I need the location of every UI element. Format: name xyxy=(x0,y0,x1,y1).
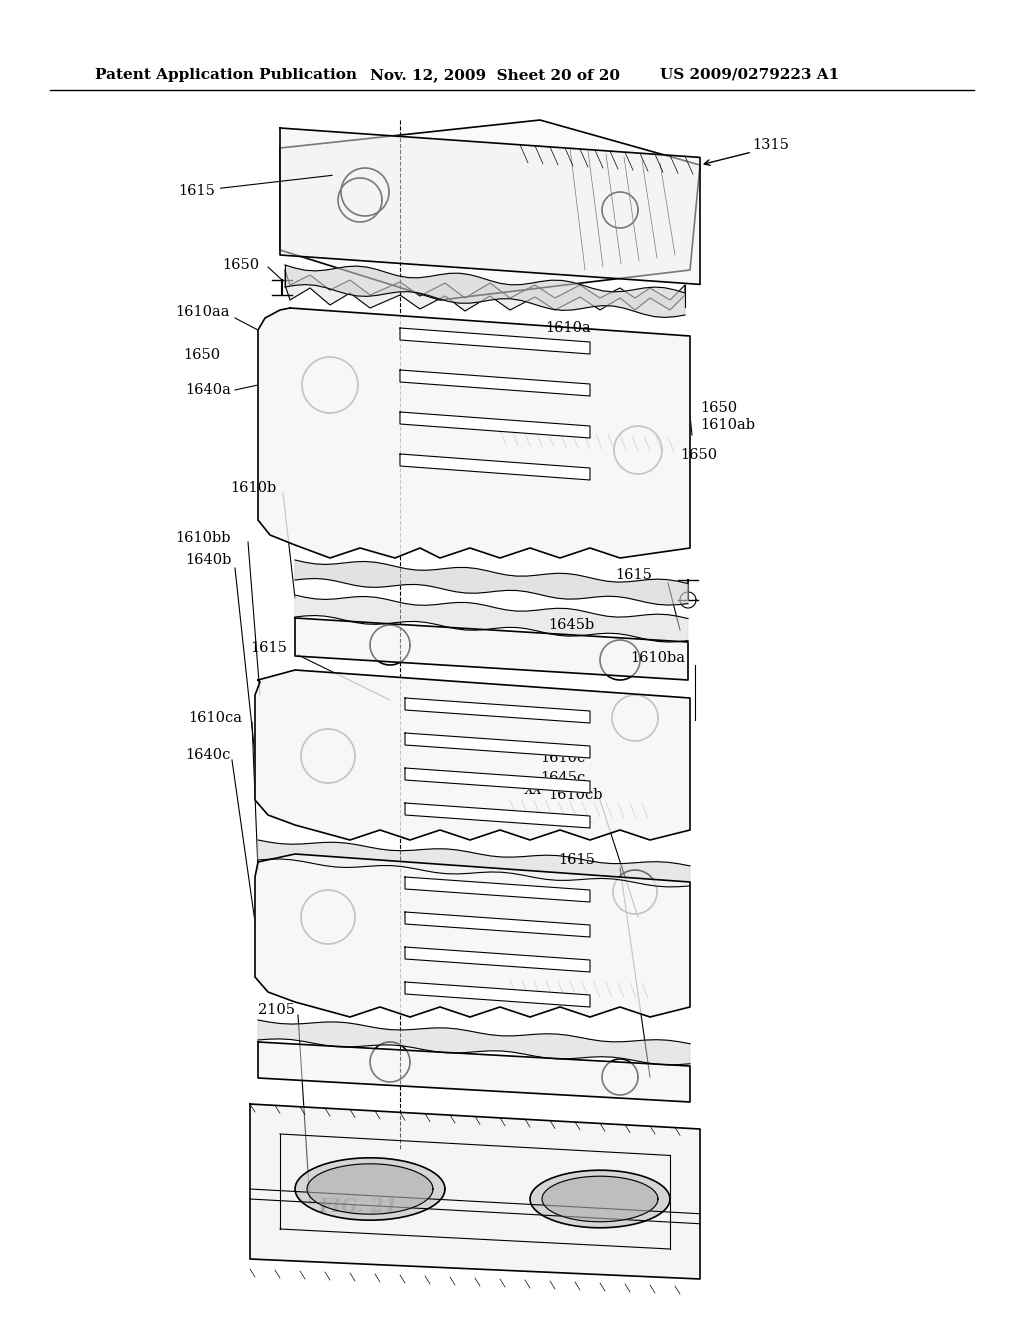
Polygon shape xyxy=(400,327,590,354)
Polygon shape xyxy=(255,854,690,1016)
Text: 1610bb: 1610bb xyxy=(175,531,230,545)
Polygon shape xyxy=(285,271,685,312)
Polygon shape xyxy=(400,412,590,438)
Text: 1650: 1650 xyxy=(680,447,717,462)
Text: 1610a: 1610a xyxy=(545,321,591,335)
Text: 1610ba: 1610ba xyxy=(630,651,685,665)
Text: Patent Application Publication: Patent Application Publication xyxy=(95,69,357,82)
Text: 2105: 2105 xyxy=(258,1003,295,1016)
Text: 1645c: 1645c xyxy=(540,771,586,785)
Polygon shape xyxy=(295,1158,445,1220)
Polygon shape xyxy=(280,128,700,284)
Polygon shape xyxy=(530,1171,670,1228)
Polygon shape xyxy=(406,698,590,723)
Polygon shape xyxy=(406,733,590,758)
Text: 1615: 1615 xyxy=(558,853,595,867)
Polygon shape xyxy=(406,803,590,828)
Polygon shape xyxy=(295,560,688,605)
Polygon shape xyxy=(406,946,590,972)
Polygon shape xyxy=(400,370,590,396)
Polygon shape xyxy=(542,1176,658,1222)
Polygon shape xyxy=(258,840,690,887)
Polygon shape xyxy=(307,1164,433,1214)
Text: 1640c: 1640c xyxy=(185,748,230,762)
Polygon shape xyxy=(258,1020,690,1065)
Text: 1650: 1650 xyxy=(222,257,259,272)
Text: 1650: 1650 xyxy=(700,401,737,414)
Polygon shape xyxy=(295,595,688,642)
Text: 1610b: 1610b xyxy=(230,480,276,495)
Text: XX: XX xyxy=(525,784,543,796)
Polygon shape xyxy=(295,618,688,680)
Text: US 2009/0279223 A1: US 2009/0279223 A1 xyxy=(660,69,840,82)
Text: 1615: 1615 xyxy=(615,568,652,582)
Text: Nov. 12, 2009  Sheet 20 of 20: Nov. 12, 2009 Sheet 20 of 20 xyxy=(370,69,620,82)
Polygon shape xyxy=(285,265,685,317)
Polygon shape xyxy=(406,912,590,937)
Polygon shape xyxy=(258,1041,690,1102)
Polygon shape xyxy=(250,1104,700,1279)
Text: 1315: 1315 xyxy=(752,139,788,152)
Polygon shape xyxy=(406,982,590,1007)
Text: 1645a: 1645a xyxy=(545,341,591,355)
Text: 1610c: 1610c xyxy=(540,751,586,766)
Text: 1610ab: 1610ab xyxy=(700,418,755,432)
Polygon shape xyxy=(406,768,590,793)
Text: 1615: 1615 xyxy=(250,642,287,655)
Polygon shape xyxy=(255,671,690,840)
Text: 1610ca: 1610ca xyxy=(188,711,242,725)
Text: 1615: 1615 xyxy=(178,176,332,198)
Polygon shape xyxy=(280,120,700,300)
Text: 1650: 1650 xyxy=(183,348,220,362)
Polygon shape xyxy=(258,308,690,558)
Text: 1610aa: 1610aa xyxy=(175,305,229,319)
Text: 1640b: 1640b xyxy=(185,553,231,568)
Text: 1645b: 1645b xyxy=(548,618,594,632)
Polygon shape xyxy=(406,876,590,902)
Polygon shape xyxy=(400,454,590,480)
Text: 1640a: 1640a xyxy=(185,383,230,397)
Text: FIG. 21: FIG. 21 xyxy=(318,1199,397,1216)
Text: 1610cb: 1610cb xyxy=(548,788,602,803)
